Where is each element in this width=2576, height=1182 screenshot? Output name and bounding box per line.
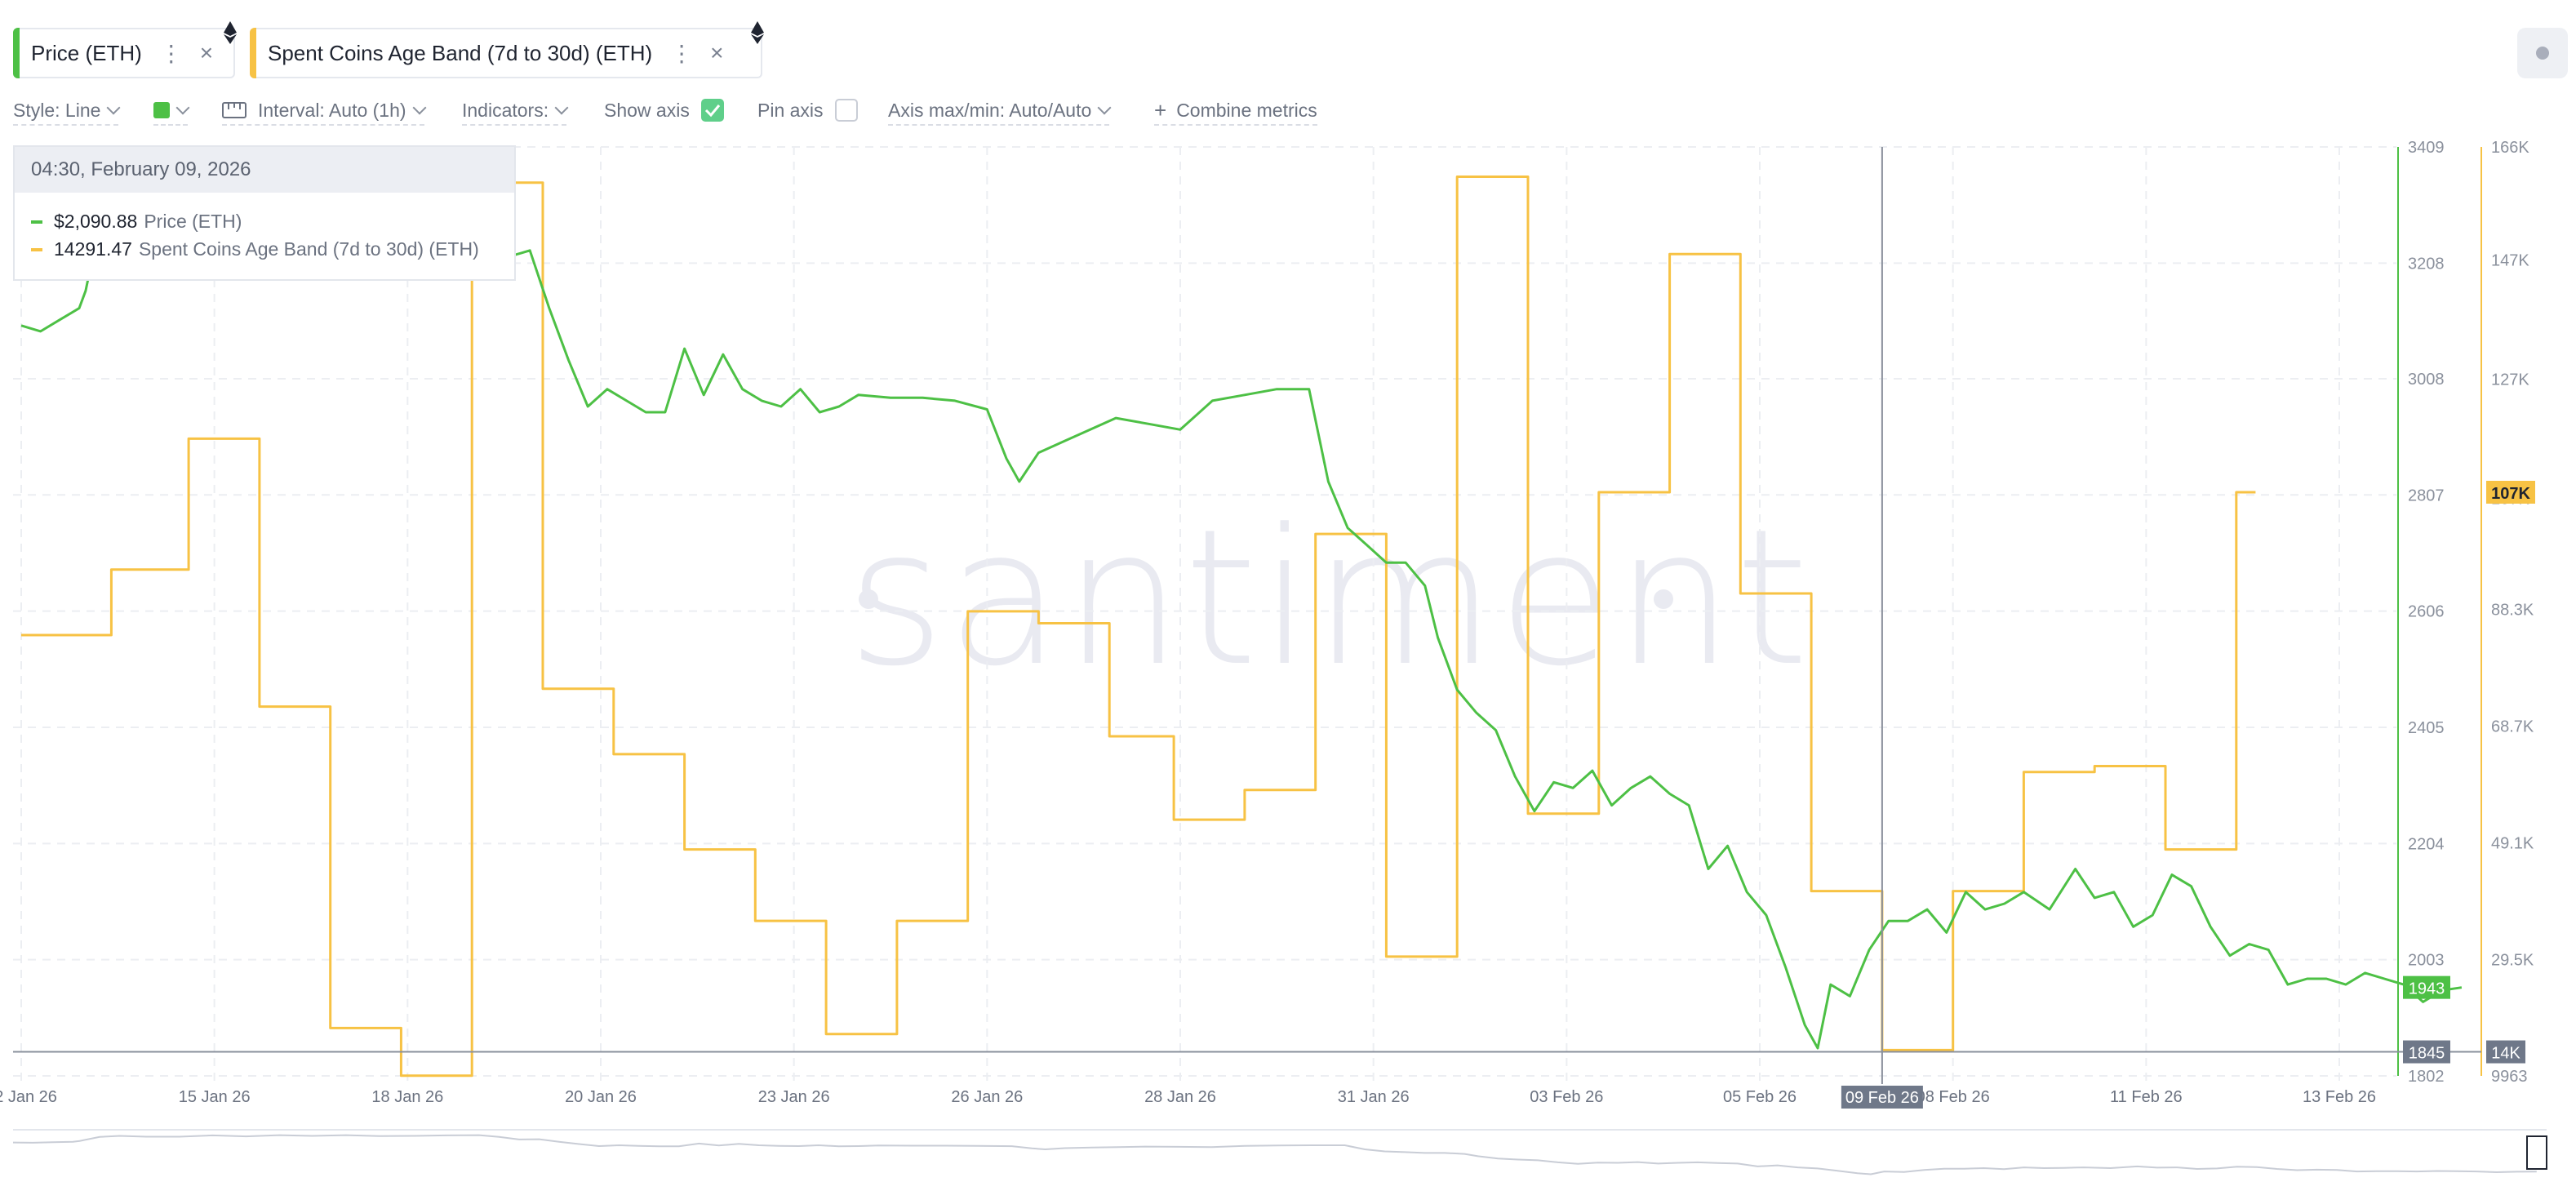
x-tick-label: 12 Jan 26 [0, 1088, 57, 1106]
price-tick-label: 1802 [2408, 1068, 2445, 1086]
x-tick-label: 03 Feb 26 [1530, 1088, 1603, 1106]
grid [13, 146, 2396, 1084]
metric-label: Spent Coins Age Band (7d to 30d) (ETH) [268, 40, 653, 65]
indicators-select[interactable]: Indicators: [462, 96, 569, 126]
style-label: Style: Line [13, 99, 101, 121]
chart-toolbar: Style: Line Interval: Auto (1h) Indicato… [13, 96, 2576, 129]
tooltip-spent-name: Spent Coins Age Band (7d to 30d) (ETH) [138, 238, 479, 260]
crosshair-date-label: 09 Feb 26 [1845, 1089, 1919, 1107]
checkmark-icon [704, 104, 720, 118]
navigator-handle [2526, 1135, 2547, 1170]
style-select[interactable]: Style: Line [13, 96, 121, 126]
price-tick-label: 3008 [2408, 371, 2445, 389]
x-tick-label: 05 Feb 26 [1723, 1088, 1797, 1106]
show-axis-toggle[interactable]: Show axis [604, 96, 724, 124]
tooltip-row-price: $2,090.88 Price (ETH) [31, 211, 242, 233]
price-baseline-label: 1845 [2409, 1045, 2445, 1063]
spent-tick-label: 9963 [2491, 1068, 2528, 1086]
watermark: santiment [847, 490, 1811, 708]
interval-select[interactable]: Interval: Auto (1h) [222, 96, 427, 126]
spent-coins-line [21, 176, 2256, 1078]
tooltip-price-value: $2,090.88 [54, 211, 138, 232]
indicators-label: Indicators: [462, 99, 549, 121]
spent-tick-label: 88.3K [2491, 602, 2534, 620]
close-icon[interactable]: × [199, 40, 214, 65]
spent-tick-label: 49.1K [2491, 835, 2534, 853]
pin-axis-toggle[interactable]: Pin axis [757, 96, 858, 124]
spent-tick-label: 166K [2491, 139, 2529, 157]
more-options-icon[interactable]: ⋮ [159, 40, 184, 66]
show-axis-checkbox[interactable] [700, 99, 724, 122]
navigator-line [12, 1134, 2537, 1175]
axis-maxmin-label: Axis max/min: Auto/Auto [888, 99, 1092, 121]
combine-metrics-button[interactable]: + Combine metrics [1154, 96, 1317, 126]
metric-tab-price[interactable]: Price (ETH) ⋮ × [13, 21, 237, 78]
spent-current-label: 107K [2491, 485, 2530, 503]
ethereum-icon [224, 21, 237, 44]
spent-baseline-label: 14K [2491, 1045, 2520, 1063]
price-baseline-badge [2403, 1040, 2450, 1064]
x-tick-label: 11 Feb 26 [2110, 1088, 2183, 1106]
more-options-icon[interactable]: ⋮ [670, 40, 695, 66]
price-current-badge [2403, 975, 2450, 999]
close-icon[interactable]: × [710, 40, 724, 65]
x-tick-label: 13 Feb 26 [2303, 1088, 2376, 1106]
snapshot-button[interactable] [2517, 28, 2568, 78]
x-tick-label: 18 Jan 26 [371, 1088, 443, 1106]
spent-baseline-badge [2486, 1040, 2525, 1064]
tooltip-row-spent: 14291.47 Spent Coins Age Band (7d to 30d… [31, 238, 479, 260]
x-tick-label: 31 Jan 26 [1338, 1088, 1410, 1106]
price-tick-label: 2606 [2408, 603, 2445, 621]
price-line [20, 157, 2463, 1050]
watermark-dot [859, 589, 878, 609]
pin-axis-checkbox[interactable] [834, 99, 858, 122]
metric-tab-spent-coins[interactable]: Spent Coins Age Band (7d to 30d) (ETH) ⋮… [250, 21, 764, 78]
axes: 12 Jan 26 15 Jan 26 18 Jan 26 20 Jan 26 23 J… [0, 139, 2535, 1109]
x-tick-label: 15 Jan 26 [179, 1088, 251, 1106]
price-tick-label: 3208 [2408, 255, 2445, 273]
tooltip-price-name: Price (ETH) [144, 211, 242, 232]
x-tick-label: 26 Jan 26 [951, 1088, 1023, 1106]
ethereum-icon [751, 21, 764, 44]
spent-tick-label: 68.7K [2491, 718, 2534, 736]
show-axis-label: Show axis [604, 99, 690, 121]
metric-color-stripe [13, 28, 20, 78]
series-swatch [31, 220, 42, 224]
spent-tick-label: 127K [2491, 371, 2529, 389]
ruler-icon [222, 102, 246, 118]
x-tick-label: 20 Jan 26 [565, 1088, 637, 1106]
record-icon [2536, 47, 2549, 60]
navigator-minimap[interactable] [12, 1129, 2547, 1175]
metric-color-stripe [250, 28, 256, 78]
x-tick-label: 28 Jan 26 [1144, 1088, 1216, 1106]
price-tick-label: 2807 [2408, 487, 2445, 504]
combine-label: Combine metrics [1176, 99, 1317, 121]
series-swatch [31, 247, 42, 251]
spent-tick-label: 29.5K [2491, 952, 2534, 970]
color-swatch [153, 102, 170, 118]
price-current-label: 1943 [2409, 980, 2445, 998]
series-layer [20, 157, 2463, 1078]
x-tick-label: 23 Jan 26 [758, 1088, 830, 1106]
plus-icon: + [1154, 97, 1167, 122]
price-tick-label: 2003 [2408, 952, 2445, 970]
crosshair-date-badge [1841, 1086, 1923, 1109]
color-select[interactable] [153, 96, 190, 126]
price-tick-label: 3409 [2408, 139, 2445, 157]
axis-maxmin-select[interactable]: Axis max/min: Auto/Auto [888, 96, 1112, 126]
tooltip-date: 04:30, February 09, 2026 [15, 147, 514, 193]
price-tick-label: 2204 [2408, 835, 2445, 853]
spent-current-badge [2486, 481, 2535, 504]
metric-label: Price (ETH) [31, 40, 142, 65]
watermark-dot [1654, 589, 1673, 609]
spent-tick-label: 147K [2491, 252, 2529, 270]
interval-label: Interval: Auto (1h) [258, 99, 406, 121]
hover-tooltip: 04:30, February 09, 2026 $2,090.88 Price… [13, 145, 516, 281]
x-tick-label: 08 Feb 26 [1916, 1088, 1990, 1106]
price-tick-label: 2405 [2408, 719, 2445, 737]
pin-axis-label: Pin axis [757, 99, 824, 121]
tooltip-spent-value: 14291.47 [54, 238, 132, 260]
